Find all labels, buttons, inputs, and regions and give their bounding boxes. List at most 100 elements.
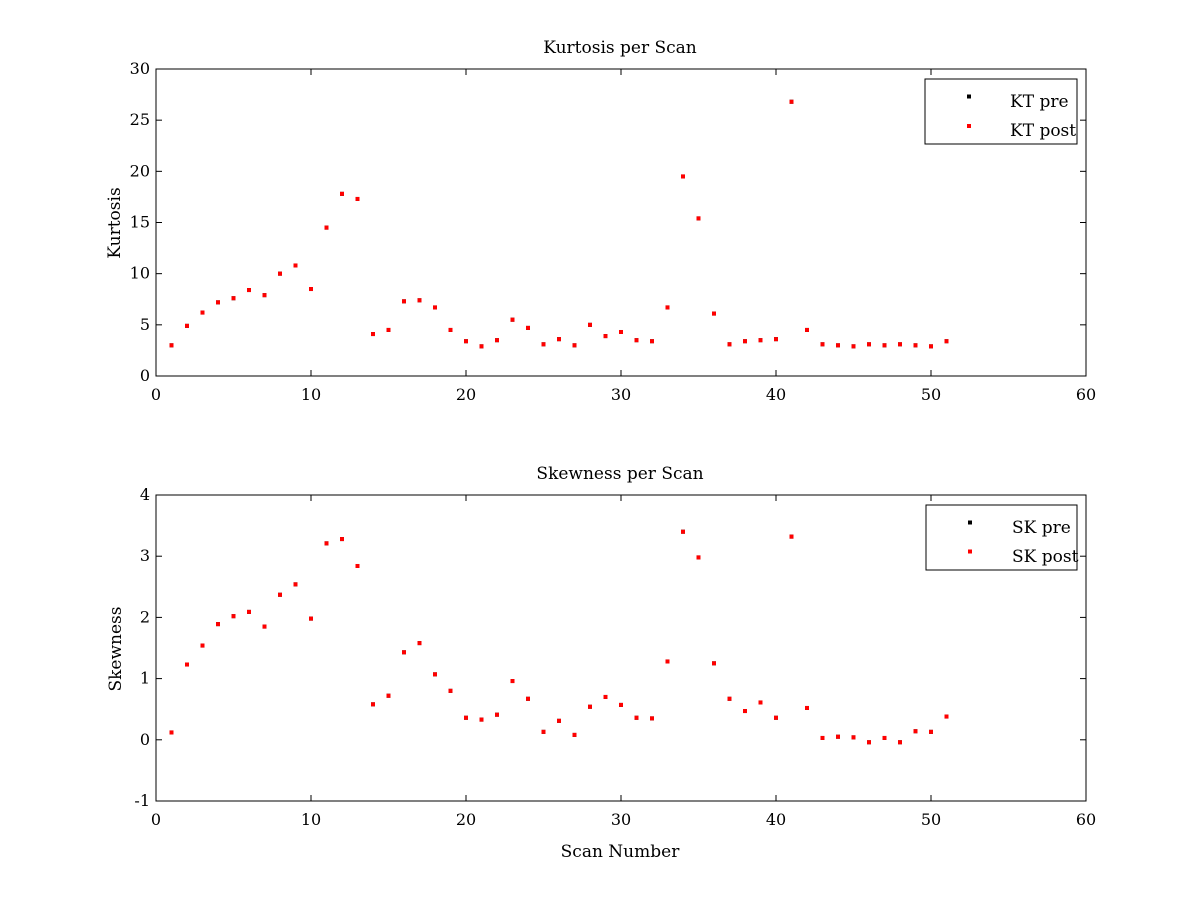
kurtosis-point-post <box>417 298 422 303</box>
skewness-point-post <box>696 555 701 560</box>
skewness-point-post <box>417 641 422 646</box>
kurtosis-point-post <box>278 271 282 276</box>
kurtosis-point-post <box>913 343 918 348</box>
kurtosis-point-post <box>293 263 298 268</box>
skewness-point-post <box>836 734 840 739</box>
skewness-point-post <box>433 672 437 677</box>
skewness-point-post <box>541 729 546 734</box>
kurtosis-ytick-label: 10 <box>130 264 150 283</box>
kurtosis-ytick-label: 15 <box>130 213 150 232</box>
skewness-point-post <box>185 662 189 667</box>
skewness-ytick-label: 3 <box>140 546 150 565</box>
kurtosis-point-post <box>619 329 623 334</box>
skewness-xtick-label: 60 <box>1076 810 1096 829</box>
skewness-point-post <box>712 661 716 666</box>
skewness-ytick-label: 0 <box>140 730 150 749</box>
skewness-point-post <box>929 729 933 734</box>
kurtosis-point-post <box>882 343 887 348</box>
skewness-point-post <box>867 740 871 745</box>
skewness-legend-marker-pre <box>968 520 972 525</box>
skewness-point-post <box>634 715 639 720</box>
kurtosis-ytick-label: 30 <box>130 59 150 78</box>
kurtosis-legend-box <box>924 78 1078 145</box>
kurtosis-point-post <box>433 305 437 310</box>
skewness-point-post <box>619 702 623 707</box>
kurtosis-point-post <box>665 305 670 310</box>
skewness-point-post <box>479 717 484 722</box>
kurtosis-subplot: Kurtosis per Scan Kurtosis 0 10 20 30 40 50 60… <box>105 38 1096 404</box>
kurtosis-point-post <box>743 339 747 344</box>
kurtosis-point-post <box>355 196 360 201</box>
kurtosis-point-post <box>820 342 825 347</box>
skewness-ytick-label: 4 <box>140 485 150 504</box>
kurtosis-point-post <box>898 342 902 347</box>
kurtosis-xtick-label: 10 <box>301 385 321 404</box>
kurtosis-legend: KT pre KT post <box>924 78 1078 145</box>
skewness-point-post <box>495 712 499 717</box>
skewness-xtick-label: 20 <box>456 810 476 829</box>
kurtosis-point-post <box>402 299 406 304</box>
skewness-point-post <box>231 614 236 619</box>
skewness-point-post <box>324 541 329 546</box>
skewness-point-post <box>402 650 406 655</box>
skewness-point-post <box>510 679 515 684</box>
skewness-xtick-label: 50 <box>921 810 941 829</box>
kurtosis-point-post <box>386 327 391 332</box>
kurtosis-point-post <box>510 317 515 322</box>
skewness-point-post <box>309 616 313 621</box>
skewness-point-post <box>557 718 561 723</box>
kurtosis-ytick-label: 25 <box>130 110 150 129</box>
skewness-point-post <box>743 709 747 714</box>
skewness-point-post <box>572 732 577 737</box>
skewness-point-post <box>216 622 220 627</box>
skewness-point-post <box>805 705 809 710</box>
kurtosis-xtick-label: 50 <box>921 385 941 404</box>
kurtosis-ytick-label: 5 <box>140 315 150 334</box>
kurtosis-point-post <box>851 344 856 349</box>
kurtosis-xtick-label: 60 <box>1076 385 1096 404</box>
kurtosis-point-post <box>309 287 313 292</box>
skewness-ylabel: Skewness <box>106 606 126 691</box>
kurtosis-point-post <box>588 322 592 327</box>
kurtosis-point-post <box>216 300 220 305</box>
kurtosis-point-post <box>541 342 546 347</box>
kurtosis-point-post <box>495 338 499 343</box>
skewness-point-post <box>371 702 375 707</box>
kurtosis-legend-label-post: KT post <box>1010 121 1076 141</box>
skewness-point-post <box>913 729 918 734</box>
skewness-point-post <box>665 659 670 664</box>
kurtosis-point-post <box>758 338 763 343</box>
kurtosis-point-post <box>805 327 809 332</box>
kurtosis-point-post <box>479 344 484 349</box>
kurtosis-legend-label-pre: KT pre <box>1010 92 1069 112</box>
skewness-ytick-label: 2 <box>140 607 150 626</box>
skewness-point-post <box>681 529 685 534</box>
skewness-point-post <box>820 735 825 740</box>
skewness-point-post <box>650 716 654 721</box>
skewness-legend: SK pre SK post <box>925 504 1079 571</box>
skewness-legend-label-pre: SK pre <box>1012 518 1071 538</box>
skewness-point-post <box>789 534 794 539</box>
kurtosis-point-post <box>634 338 639 343</box>
skewness-point-post <box>774 715 778 720</box>
kurtosis-point-post <box>200 310 205 315</box>
kurtosis-point-post <box>944 339 949 344</box>
skewness-point-post <box>169 730 174 735</box>
skewness-point-post <box>262 624 267 629</box>
skewness-xtick-label: 40 <box>766 810 786 829</box>
skewness-point-post <box>278 592 282 597</box>
kurtosis-point-post <box>231 296 236 301</box>
kurtosis-xtick-label: 20 <box>456 385 476 404</box>
skewness-point-post <box>882 735 887 740</box>
skewness-ytick-label: 1 <box>140 669 150 688</box>
kurtosis-point-post <box>448 327 453 332</box>
skewness-point-post <box>898 740 902 745</box>
skewness-point-post <box>293 582 298 587</box>
kurtosis-point-post <box>774 337 778 342</box>
skewness-title: Skewness per Scan <box>536 464 703 484</box>
kurtosis-ylabel: Kurtosis <box>105 187 125 258</box>
skewness-legend-box <box>925 504 1078 571</box>
skewness-point-post <box>464 715 468 720</box>
skewness-xtick-label: 10 <box>301 810 321 829</box>
